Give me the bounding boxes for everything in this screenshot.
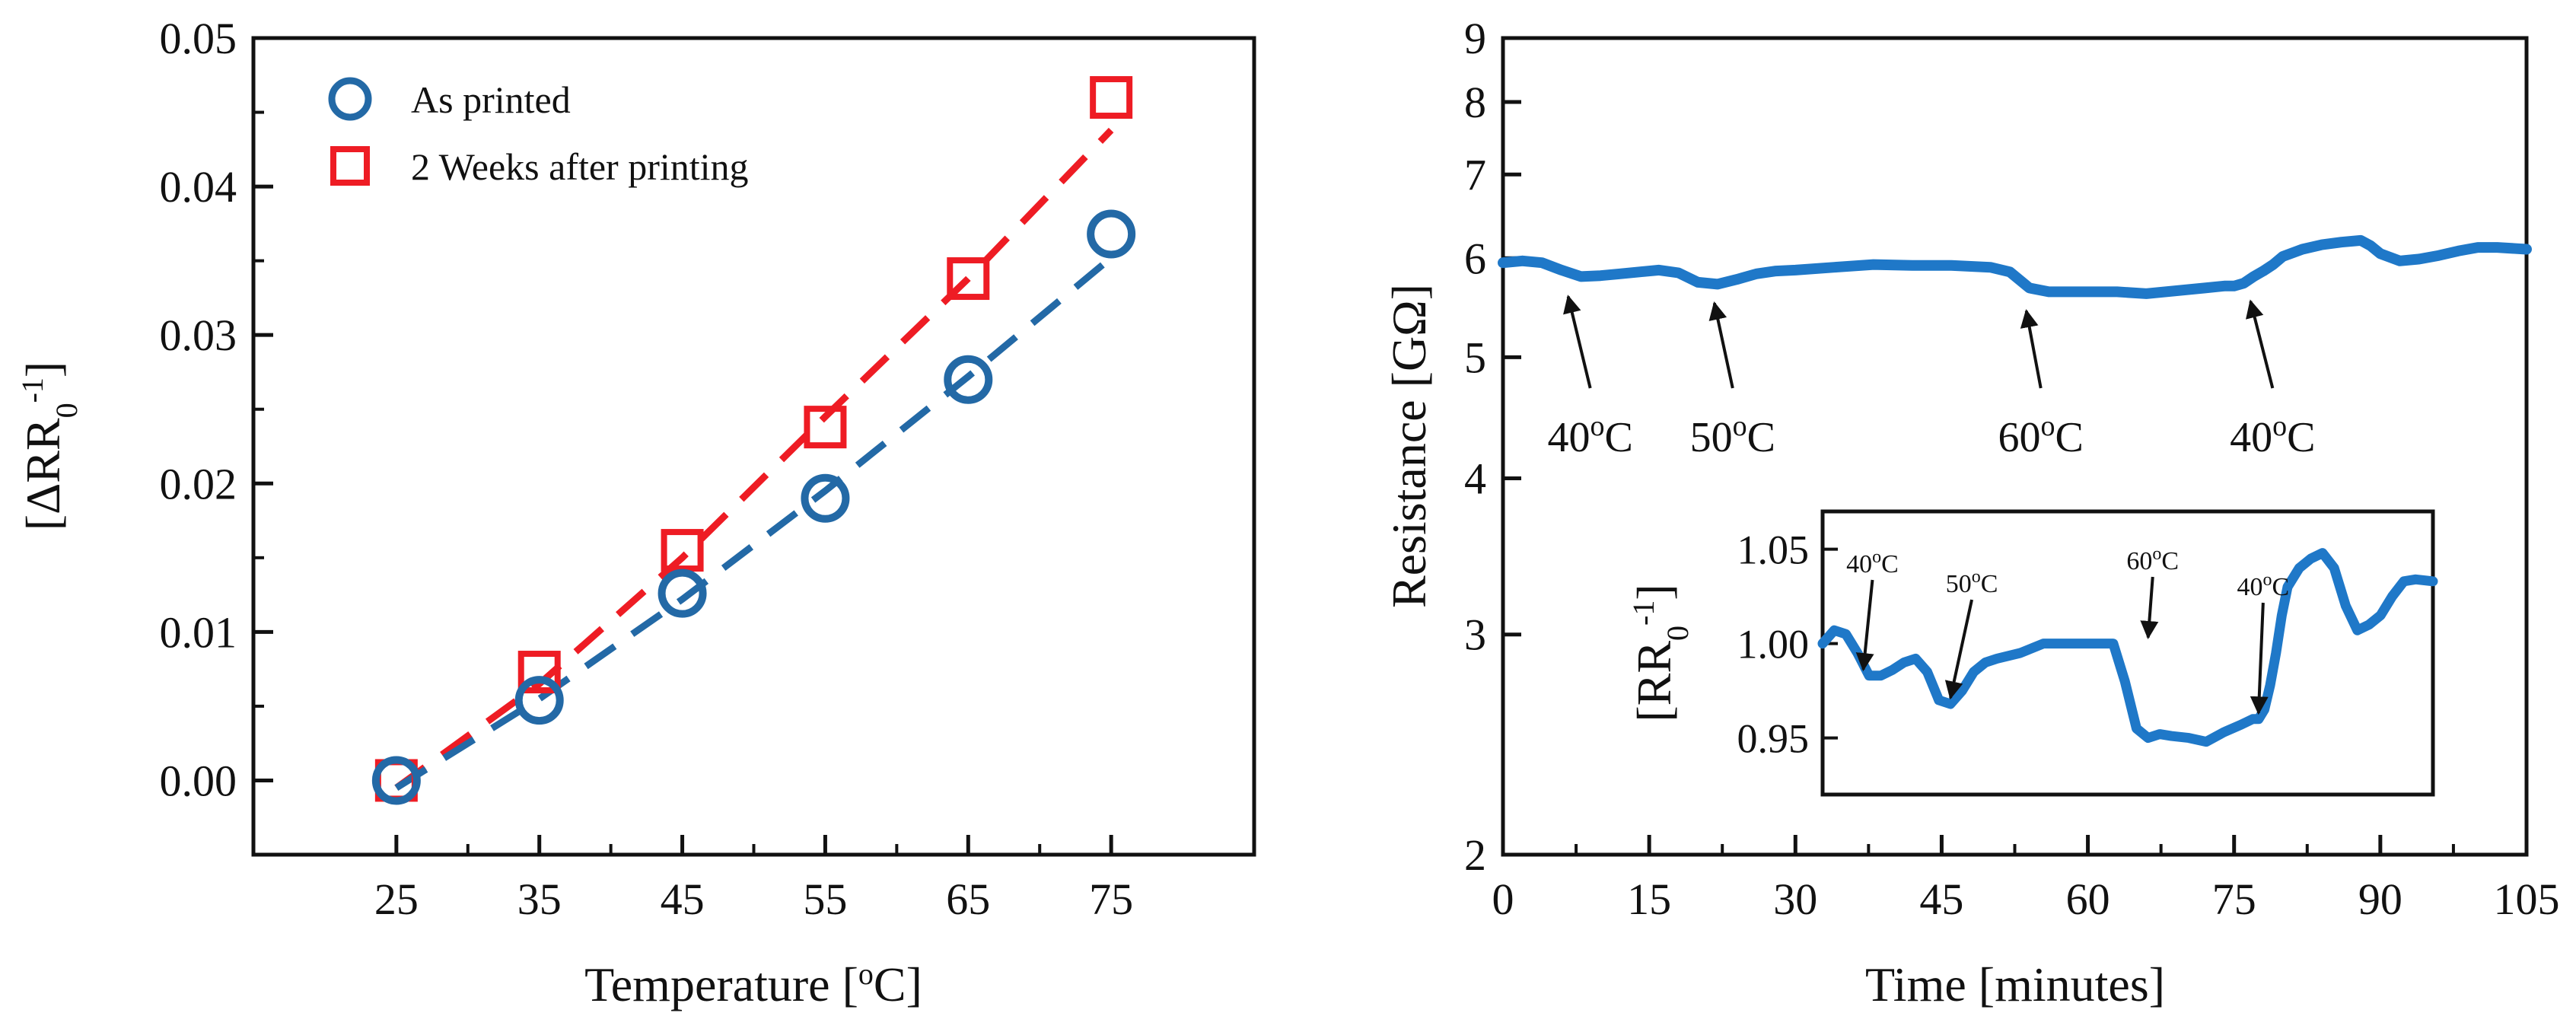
inset-annotation-1-arrow — [1855, 579, 1874, 672]
inset-series-line — [1817, 548, 2438, 747]
right-y-tick-label: 2 — [1464, 830, 1486, 880]
inset-y-tick-label: 0.95 — [1737, 716, 1810, 762]
right-y-axis-label: Resistance [GΩ] — [1382, 284, 1436, 608]
right-annotation-4-label: 40oC — [2230, 410, 2315, 461]
right-x-axis-label: Time [minutes] — [1865, 957, 2165, 1011]
left-chart: 25 35 45 55 65 75 0.00 0.01 0.02 0.03 0.04 0.05 As … — [15, 14, 1256, 1012]
right-annotation-1-label: 40oC — [1547, 410, 1632, 461]
left-legend: As printed 2 Weeks after printing — [328, 77, 749, 188]
left-x-axis-label: Temperature [oC] — [584, 957, 922, 1012]
inset-annotation-2-label: 50oC — [1946, 567, 1998, 598]
inset-chart: 0.95 1.00 1.05 40oC 50oC 60oC 40oC [RR0-1] — [1626, 509, 2438, 797]
inset-annotation-4-label: 40oC — [2237, 570, 2290, 601]
left-fit-lines — [394, 127, 1114, 792]
legend-label-as-printed: As printed — [411, 78, 571, 121]
right-x-tick-label: 60 — [2066, 874, 2110, 924]
legend-marker-2-weeks — [330, 146, 370, 186]
data-point-as-printed — [514, 676, 564, 725]
left-y-tick-label: 0.05 — [160, 14, 237, 63]
data-point-2-weeks — [517, 651, 561, 694]
data-point-2-weeks — [1090, 76, 1133, 119]
left-y-tick-label: 0.02 — [160, 459, 237, 508]
fit-line-2-weeks — [394, 127, 1114, 791]
right-y-tick-label: 7 — [1464, 150, 1486, 199]
right-y-tick-label: 3 — [1464, 610, 1486, 660]
right-y-tick-label: 5 — [1464, 333, 1486, 382]
inset-annotation-1-label: 40oC — [1846, 547, 1899, 578]
left-x-tick-label: 25 — [374, 874, 419, 924]
data-point-as-printed — [658, 569, 707, 618]
legend-label-2-weeks: 2 Weeks after printing — [411, 145, 749, 188]
left-y-axis-label: [ΔRR0-1] — [15, 362, 84, 530]
right-annotation-3-arrow — [2020, 309, 2043, 389]
inset-y-tick-label: 1.05 — [1737, 527, 1810, 573]
left-y-tick-label: 0.00 — [160, 756, 237, 805]
left-axis-ticks: 25 35 45 55 65 75 0.00 0.01 0.02 0.03 0.04 0.05 — [160, 14, 1134, 924]
data-point-2-weeks — [947, 257, 990, 301]
data-point-as-printed — [944, 355, 993, 404]
right-annotation-1-arrow — [1563, 295, 1592, 389]
data-point-as-printed — [371, 756, 421, 805]
inset-annotation-4-arrow — [2250, 602, 2269, 715]
right-x-tick-label: 45 — [1919, 874, 1963, 924]
data-point-2-weeks — [804, 406, 847, 449]
left-x-tick-label: 75 — [1089, 874, 1133, 924]
left-x-tick-label: 65 — [946, 874, 990, 924]
left-y-tick-label: 0.04 — [160, 162, 237, 212]
left-x-tick-label: 35 — [517, 874, 562, 924]
data-point-as-printed — [801, 473, 850, 523]
right-annotation-2-label: 50oC — [1690, 410, 1775, 461]
right-y-tick-label: 8 — [1464, 78, 1486, 127]
right-x-tick-label: 30 — [1773, 874, 1817, 924]
inset-y-axis-label: [RR0-1] — [1626, 584, 1695, 721]
right-annotation-3-label: 60oC — [1998, 410, 2084, 461]
inset-annotation-3-arrow — [2140, 576, 2159, 639]
right-x-tick-label: 15 — [1627, 874, 1671, 924]
inset-annotation-3-label: 60oC — [2126, 544, 2179, 575]
right-y-tick-label: 4 — [1464, 454, 1486, 504]
right-x-tick-label: 75 — [2212, 874, 2256, 924]
left-y-tick-label: 0.01 — [160, 607, 237, 657]
inset-y-tick-label: 1.00 — [1737, 622, 1810, 667]
left-x-tick-label: 55 — [803, 874, 847, 924]
data-point-as-printed — [1087, 209, 1136, 259]
fit-line-as-printed — [394, 255, 1113, 792]
inset-annotations: 40oC 50oC 60oC 40oC — [1846, 544, 2290, 715]
right-annotation-2-arrow — [1708, 301, 1734, 389]
right-y-tick-label: 6 — [1464, 234, 1486, 283]
inset-axis-ticks: 0.95 1.00 1.05 — [1737, 527, 1838, 762]
data-point-2-weeks — [661, 529, 704, 572]
right-x-tick-label: 105 — [2494, 874, 2560, 924]
inset-annotation-2-arrow — [1944, 599, 1973, 700]
left-markers — [371, 76, 1136, 805]
resistance-series-line — [1498, 234, 2532, 299]
left-y-tick-label: 0.03 — [160, 311, 237, 360]
right-x-tick-label: 0 — [1492, 874, 1514, 924]
right-y-tick-label: 9 — [1464, 14, 1486, 63]
legend-marker-as-printed — [328, 77, 372, 121]
left-plot-frame — [251, 36, 1256, 857]
left-x-tick-label: 45 — [661, 874, 705, 924]
right-annotations: 40oC 50oC 60oC 40oC — [1547, 295, 2316, 461]
right-annotation-4-arrow — [2246, 299, 2275, 389]
right-x-tick-label: 90 — [2358, 874, 2402, 924]
